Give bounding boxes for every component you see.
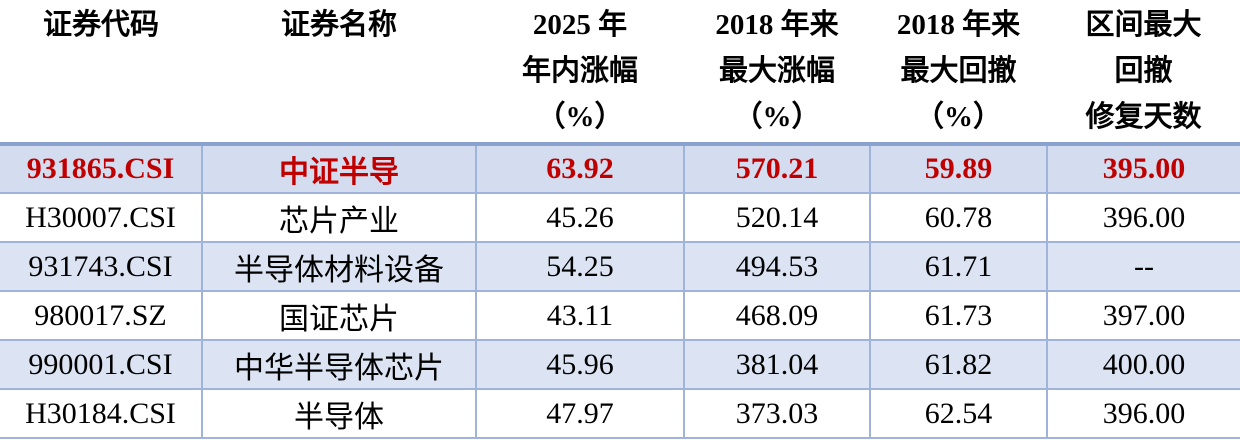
cell-ytd-change: 45.96	[475, 340, 684, 390]
cell-code: 990001.CSI	[0, 340, 202, 390]
cell-max-drawdown: 61.71	[869, 242, 1047, 292]
cell-ytd-change: 43.11	[475, 291, 684, 341]
header-cell-recovery-days: 区间最大 回撤 修复天数	[1047, 0, 1240, 144]
cell-code: 931865.CSI	[0, 142, 202, 194]
table-row: H30184.CSI 半导体 47.97 373.03 62.54 396.00	[0, 389, 1240, 439]
cell-name: 国证芯片	[201, 291, 476, 341]
cell-name: 半导体	[201, 389, 476, 439]
cell-ytd-change: 47.97	[475, 389, 684, 439]
header-row: 证券代码 证券名称 2025 年 年内涨幅 （%） 2018 年来 最大涨幅 （…	[0, 0, 1240, 144]
cell-name: 中证半导	[201, 142, 476, 194]
table-row: 931865.CSI 中证半导 63.92 570.21 59.89 395.0…	[0, 142, 1240, 194]
header-cell-max-gain: 2018 年来 最大涨幅 （%）	[684, 0, 870, 144]
cell-max-gain: 373.03	[683, 389, 870, 439]
header-line: （%）	[536, 101, 624, 133]
cell-recovery-days: 396.00	[1046, 389, 1240, 439]
cell-ytd-change: 54.25	[475, 242, 684, 292]
cell-name: 中华半导体芯片	[201, 340, 476, 390]
cell-max-gain: 520.14	[683, 193, 870, 243]
cell-recovery-days: 396.00	[1046, 193, 1240, 243]
cell-max-gain: 494.53	[683, 242, 870, 292]
table-row: 990001.CSI 中华半导体芯片 45.96 381.04 61.82 40…	[0, 340, 1240, 390]
header-line: 最大回撤	[900, 55, 1017, 87]
cell-code: H30007.CSI	[0, 193, 202, 243]
cell-ytd-change: 63.92	[475, 142, 684, 194]
cell-recovery-days: --	[1046, 242, 1240, 292]
header-line: 修复天数	[1085, 101, 1202, 133]
header-line: 2018 年来	[896, 9, 1021, 41]
cell-code: 980017.SZ	[0, 291, 202, 341]
header-line: （%）	[914, 101, 1002, 133]
cell-recovery-days: 400.00	[1046, 340, 1240, 390]
cell-name: 半导体材料设备	[201, 242, 476, 292]
header-line: 2018 年来	[715, 9, 839, 41]
header-cell-ytd-change: 2025 年 年内涨幅 （%）	[476, 0, 684, 144]
cell-max-drawdown: 61.73	[869, 291, 1047, 341]
cell-code: H30184.CSI	[0, 389, 202, 439]
table-row: 980017.SZ 国证芯片 43.11 468.09 61.73 397.00	[0, 291, 1240, 341]
cell-max-gain: 381.04	[683, 340, 870, 390]
header-cell-code: 证券代码	[0, 0, 202, 144]
table-header: 证券代码 证券名称 2025 年 年内涨幅 （%） 2018 年来 最大涨幅 （…	[0, 0, 1240, 144]
header-line: 证券代码	[42, 9, 159, 41]
cell-max-gain: 570.21	[683, 142, 870, 194]
table-row: 931743.CSI 半导体材料设备 54.25 494.53 61.71 --	[0, 242, 1240, 292]
header-line: 年内涨幅	[521, 55, 638, 87]
cell-recovery-days: 395.00	[1046, 142, 1240, 194]
header-line: 回撤	[1114, 55, 1173, 87]
header-line: （%）	[733, 101, 821, 133]
header-cell-name: 证券名称	[202, 0, 476, 144]
table-body: 931865.CSI 中证半导 63.92 570.21 59.89 395.0…	[0, 142, 1240, 439]
cell-max-gain: 468.09	[683, 291, 870, 341]
cell-name: 芯片产业	[201, 193, 476, 243]
header-cell-max-drawdown: 2018 年来 最大回撤 （%）	[870, 0, 1047, 144]
cell-max-drawdown: 62.54	[869, 389, 1047, 439]
cell-ytd-change: 45.26	[475, 193, 684, 243]
cell-code: 931743.CSI	[0, 242, 202, 292]
cell-max-drawdown: 60.78	[869, 193, 1047, 243]
cell-max-drawdown: 59.89	[869, 142, 1047, 194]
header-line: 2025 年	[532, 9, 628, 41]
table-row: H30007.CSI 芯片产业 45.26 520.14 60.78 396.0…	[0, 193, 1240, 243]
cell-max-drawdown: 61.82	[869, 340, 1047, 390]
header-line: 证券名称	[280, 9, 397, 41]
header-line: 最大涨幅	[718, 55, 835, 87]
header-line: 区间最大	[1085, 9, 1202, 41]
cell-recovery-days: 397.00	[1046, 291, 1240, 341]
